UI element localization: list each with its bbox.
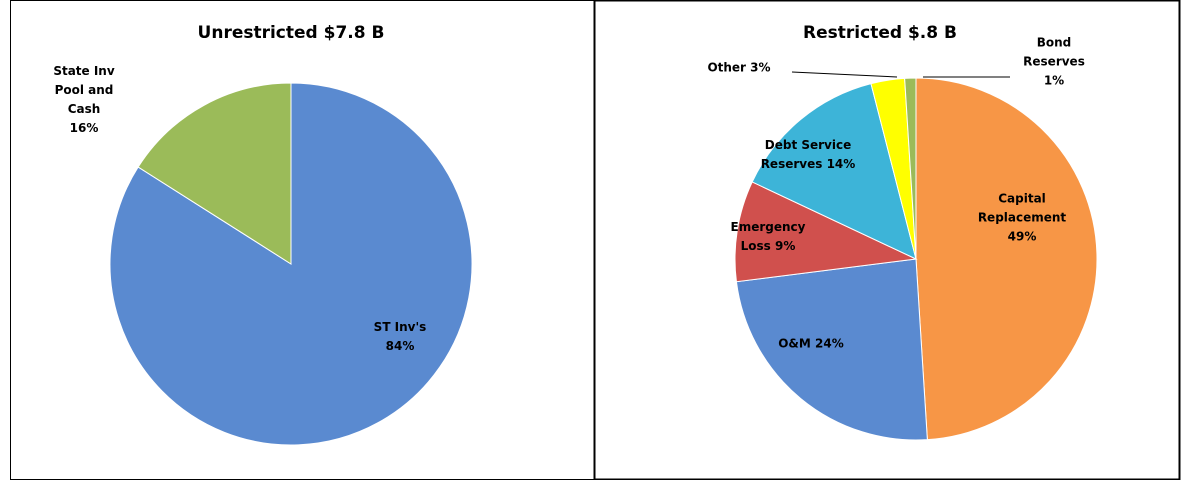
slice-label: Capital Replacement 49% [967, 190, 1077, 247]
slice-label: Bond Reserves 1% [1017, 34, 1092, 91]
slice-label: O&M 24% [761, 335, 861, 354]
slice-label: State Inv Pool and Cash 16% [52, 62, 116, 138]
slice-label: Emergency Loss 9% [728, 218, 808, 256]
label-text: 9% [775, 239, 796, 253]
chart-title: Unrestricted $7.8 B [198, 23, 385, 43]
pie-slice [751, 83, 917, 260]
pie-slice [735, 258, 928, 441]
label-text: Bond Reserves [1023, 35, 1085, 69]
label-text: 84% [385, 339, 415, 353]
label-text: Debt Service Reserves [760, 138, 852, 171]
pie-slice [137, 82, 292, 265]
label-text: 49% [1007, 229, 1037, 244]
label-text: 14% [826, 157, 856, 171]
label-text: State Inv Pool and Cash [53, 64, 115, 116]
chart-title: Restricted $.8 B [803, 23, 957, 43]
label-text: 3% [750, 60, 771, 75]
slice-label: ST Inv's 84% [360, 318, 440, 356]
slice-label: Other 3% [694, 59, 784, 78]
label-text: Emergency Loss [730, 220, 806, 253]
label-text: 16% [69, 121, 99, 135]
label-text: 24% [815, 336, 844, 351]
label-text: Other [707, 60, 746, 75]
label-text: Capital Replacement [977, 191, 1067, 225]
pie-slice [904, 77, 917, 260]
label-text: 1% [1043, 73, 1065, 88]
pie-slice [915, 77, 1098, 441]
leader-line [791, 71, 898, 78]
slice-label: Debt Service Reserves 14% [753, 136, 863, 174]
label-text: ST Inv's [373, 320, 427, 334]
pie-slice [734, 181, 918, 283]
label-text: O&M [778, 336, 811, 351]
